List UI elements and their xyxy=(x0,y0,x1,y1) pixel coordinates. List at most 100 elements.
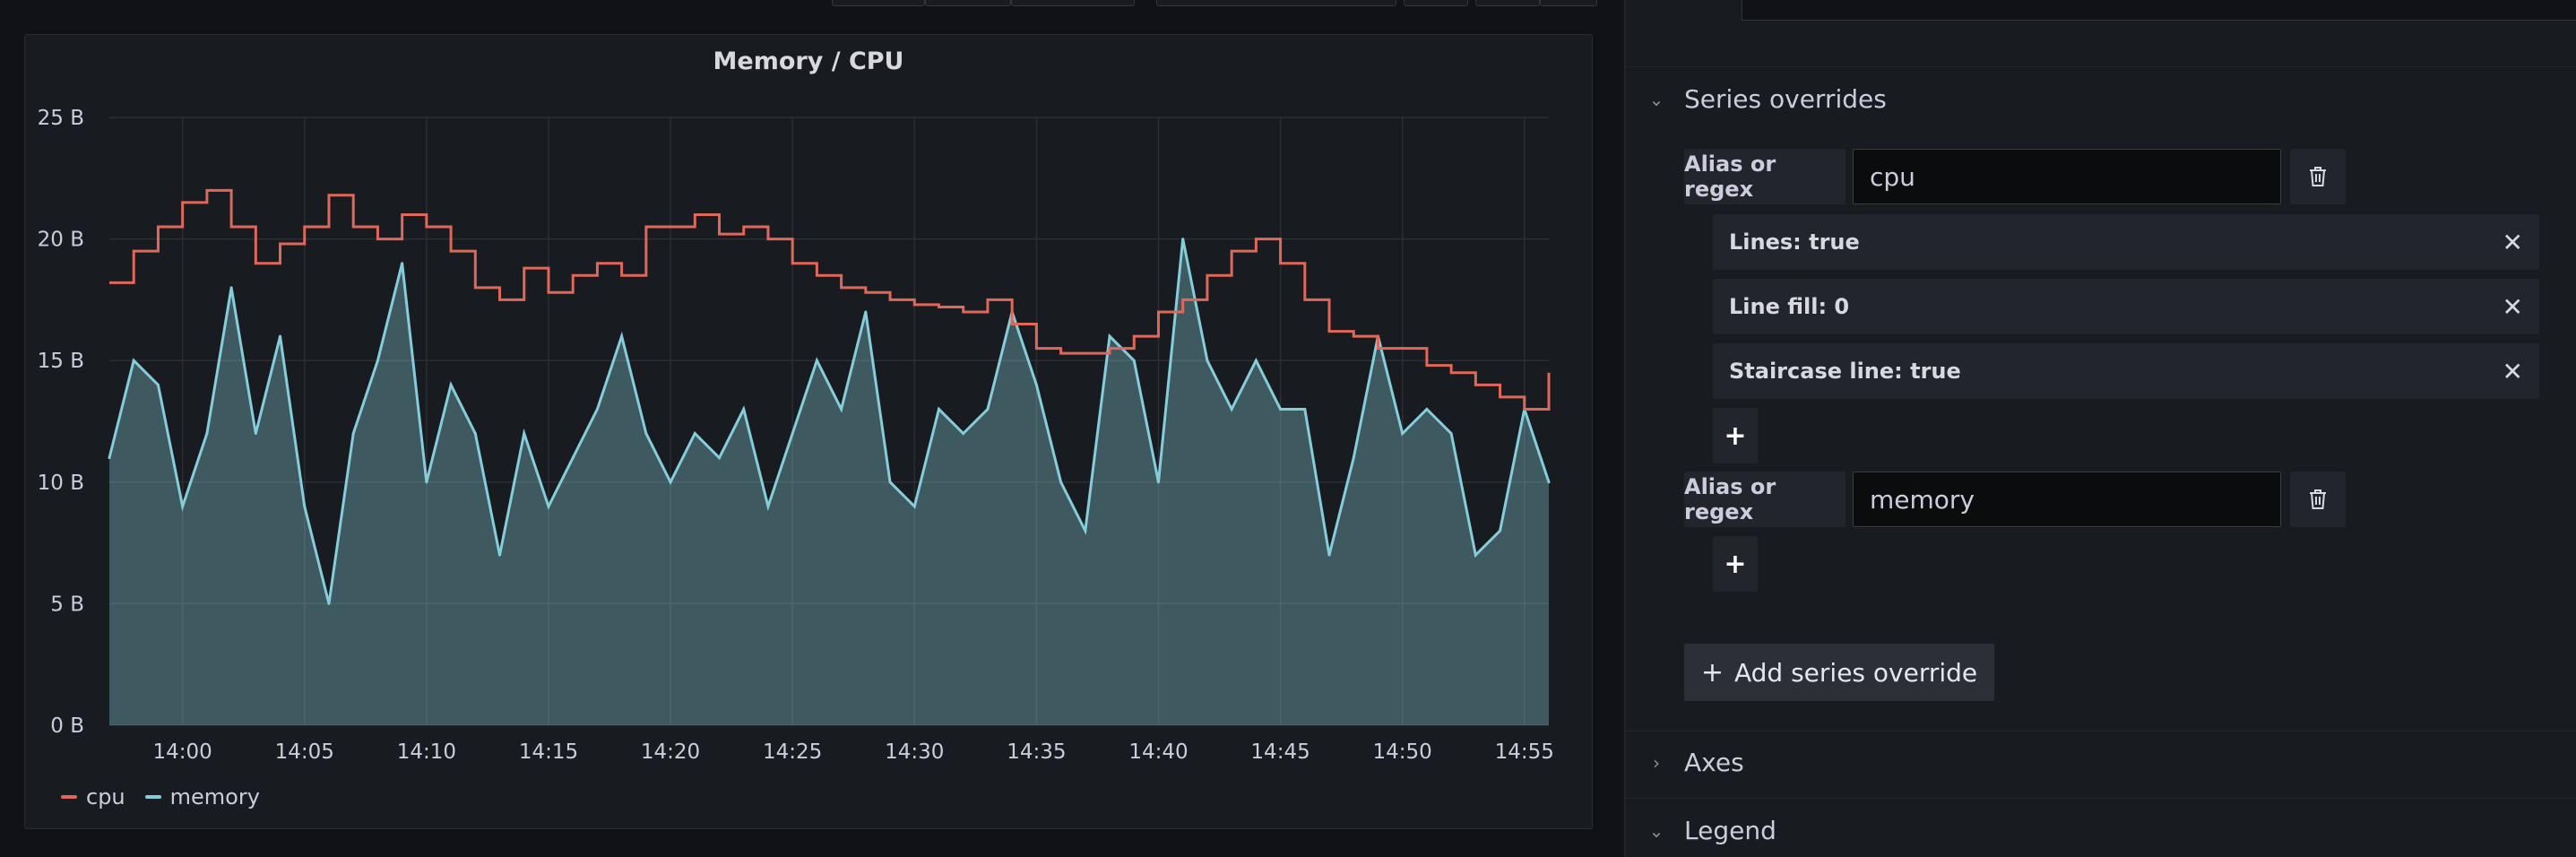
add-series-override-button[interactable]: + Add series override xyxy=(1684,644,1994,701)
data-point-memory xyxy=(912,505,916,508)
legend-item-memory[interactable]: memory xyxy=(144,784,260,809)
y-tick-label: 10 B xyxy=(38,472,84,495)
data-point-memory xyxy=(303,505,307,508)
graph-panel: Memory / CPU 0 B 5 B 10 B 15 B 20 B 25 B 14:0… xyxy=(24,34,1593,829)
legend-item-cpu[interactable]: cpu xyxy=(61,784,125,809)
data-point-memory xyxy=(766,505,770,508)
plus-icon: + xyxy=(1724,548,1747,580)
close-icon[interactable]: ✕ xyxy=(2502,291,2523,322)
y-tick-label: 20 B xyxy=(38,229,84,252)
toolbar-button-stub[interactable] xyxy=(925,0,1011,6)
data-point-memory xyxy=(840,407,843,411)
data-point-memory xyxy=(986,407,990,411)
alias-input-memory[interactable] xyxy=(1853,472,2281,527)
x-tick-label: 14:45 xyxy=(1250,740,1310,764)
x-tick-label: 14:10 xyxy=(397,740,456,764)
data-point-memory xyxy=(888,480,892,484)
series-overrides-title: Series overrides xyxy=(1684,84,1887,114)
data-point-memory xyxy=(1034,383,1038,386)
close-icon[interactable]: ✕ xyxy=(2502,356,2523,386)
alias-label: Alias or regex xyxy=(1684,472,1846,527)
data-point-memory xyxy=(1108,334,1111,338)
legend-swatch-cpu xyxy=(61,795,77,799)
series-area-memory xyxy=(109,238,1549,726)
data-point-memory xyxy=(1084,529,1087,532)
data-point-memory xyxy=(595,407,599,411)
data-point-memory xyxy=(669,480,672,484)
data-point-memory xyxy=(327,602,331,605)
toolbar-button-stub[interactable] xyxy=(1540,0,1597,6)
close-icon[interactable]: ✕ xyxy=(2502,227,2523,257)
data-point-memory xyxy=(132,359,135,362)
override-option-row[interactable]: Line fill: 0 ✕ xyxy=(1713,279,2539,334)
data-point-memory xyxy=(1303,407,1307,411)
y-tick-label: 5 B xyxy=(50,593,84,616)
toolbar-button-stub[interactable] xyxy=(1156,0,1396,6)
legend-header[interactable]: ⌄ Legend xyxy=(1647,816,1776,845)
plus-icon: + xyxy=(1700,656,1724,688)
toolbar-button-stub[interactable] xyxy=(1011,0,1135,6)
data-point-memory xyxy=(547,505,550,508)
x-tick-label: 14:25 xyxy=(763,740,822,764)
data-point-memory xyxy=(1547,480,1551,484)
add-series-override-label: Add series override xyxy=(1733,657,1978,688)
data-point-memory xyxy=(1181,238,1185,241)
add-option-button[interactable]: + xyxy=(1713,536,1758,592)
data-point-memory xyxy=(1499,529,1502,532)
data-point-memory xyxy=(401,262,404,265)
alias-label: Alias or regex xyxy=(1684,149,1846,204)
data-point-memory xyxy=(620,334,624,338)
delete-override-button[interactable] xyxy=(2290,149,2346,204)
data-point-memory xyxy=(815,359,818,362)
chevron-down-icon: ⌄ xyxy=(1648,819,1664,842)
data-point-memory xyxy=(571,456,575,460)
add-option-button[interactable]: + xyxy=(1713,408,1758,463)
x-tick-label: 14:55 xyxy=(1495,740,1554,764)
alias-input-cpu[interactable] xyxy=(1853,149,2281,204)
data-point-memory xyxy=(279,334,282,338)
data-point-memory xyxy=(1132,359,1136,362)
data-point-memory xyxy=(1254,359,1258,362)
data-point-memory xyxy=(1156,480,1160,484)
data-point-memory xyxy=(376,359,379,362)
data-point-memory xyxy=(791,432,794,436)
y-tick-label: 25 B xyxy=(38,107,84,130)
data-point-memory xyxy=(1449,432,1453,436)
data-point-memory xyxy=(864,310,868,314)
data-point-memory xyxy=(449,383,453,386)
x-tick-label: 14:35 xyxy=(1007,740,1066,764)
y-tick-label: 15 B xyxy=(38,350,84,373)
trash-icon xyxy=(2310,489,2326,509)
data-point-memory xyxy=(425,480,428,484)
series-overrides-header[interactable]: ⌄ Series overrides xyxy=(1647,84,1887,114)
x-axis-ticks: 14:00 14:05 14:10 14:15 14:20 14:25 14:30 14:35… xyxy=(153,740,1554,764)
chart-legend: cpu memory xyxy=(61,784,280,809)
y-tick-label: 0 B xyxy=(50,714,84,738)
legend-label-memory: memory xyxy=(169,784,260,809)
override-option-row[interactable]: Lines: true ✕ xyxy=(1713,214,2539,270)
toolbar-button-stub[interactable] xyxy=(1475,0,1540,6)
x-tick-label: 14:15 xyxy=(519,740,578,764)
data-point-memory xyxy=(108,456,111,460)
trash-icon xyxy=(2310,167,2326,186)
memory-cpu-chart[interactable]: 0 B5 B10 B15 B20 B25 B 14:00 14:05 14:10 14… xyxy=(25,35,1594,779)
legend-label-cpu: cpu xyxy=(86,784,125,809)
data-point-memory xyxy=(498,553,502,557)
delete-override-button[interactable] xyxy=(2290,472,2346,527)
x-tick-label: 14:20 xyxy=(641,740,700,764)
data-point-memory xyxy=(937,407,940,411)
data-point-memory xyxy=(1401,432,1405,436)
panel-title: Memory / CPU xyxy=(713,48,904,75)
x-tick-label: 14:30 xyxy=(885,740,944,764)
x-tick-label: 14:40 xyxy=(1128,740,1188,764)
x-tick-label: 14:05 xyxy=(275,740,334,764)
override-option-row[interactable]: Staircase line: true ✕ xyxy=(1713,343,2539,399)
data-point-memory xyxy=(718,456,722,460)
legend-swatch-memory xyxy=(144,795,161,799)
chevron-down-icon: ⌄ xyxy=(1648,88,1664,110)
axes-header[interactable]: › Axes xyxy=(1647,748,1744,777)
data-point-memory xyxy=(229,286,233,290)
toolbar-button-stub[interactable] xyxy=(1404,0,1468,6)
toolbar-button-stub[interactable] xyxy=(832,0,925,6)
data-point-memory xyxy=(1059,480,1063,484)
